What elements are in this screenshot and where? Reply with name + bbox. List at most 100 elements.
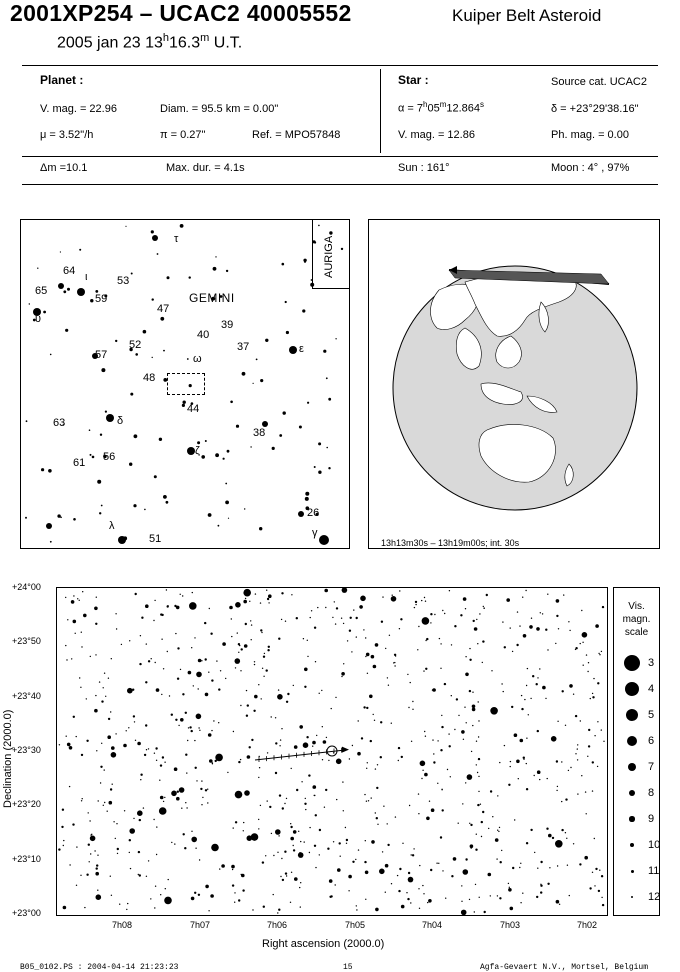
dec-tick-label: +23°40 (12, 691, 41, 701)
finder-star (281, 262, 285, 266)
chart-star (369, 739, 372, 743)
chart-star (357, 849, 360, 851)
chart-star (161, 693, 163, 696)
chart-star (76, 846, 78, 848)
chart-star (330, 707, 332, 710)
chart-star (366, 762, 368, 764)
chart-star (318, 854, 320, 856)
chart-star (566, 864, 569, 866)
chart-star (595, 624, 599, 628)
chart-star (207, 733, 212, 737)
finder-star (63, 290, 67, 294)
chart-star (116, 852, 119, 855)
chart-star (258, 767, 261, 769)
chart-star (503, 744, 506, 747)
chart-star (600, 650, 603, 653)
chart-star (520, 694, 523, 697)
chart-star (106, 810, 108, 812)
chart-star (470, 847, 472, 849)
chart-star (400, 755, 403, 759)
chart-star (470, 750, 473, 753)
finder-star (144, 508, 146, 511)
chart-star (487, 872, 492, 877)
chart-star (575, 647, 578, 650)
chart-star (238, 760, 241, 764)
chart-star (579, 720, 581, 722)
chart-star (575, 753, 577, 755)
chart-star (426, 816, 430, 821)
chart-star (299, 886, 301, 889)
chart-star (407, 871, 411, 875)
finder-star-label: 26 (307, 507, 320, 519)
chart-star (478, 775, 480, 778)
chart-star (235, 602, 241, 608)
finder-star (211, 296, 216, 301)
chart-star (81, 646, 83, 648)
chart-star (298, 830, 300, 832)
chart-star (310, 610, 313, 612)
chart-star (65, 735, 67, 737)
chart-star (133, 721, 136, 723)
chart-star (532, 675, 535, 678)
chart-star (363, 629, 365, 631)
chart-star (308, 851, 311, 854)
chart-star (246, 755, 251, 759)
chart-star (95, 622, 98, 625)
chart-star (341, 672, 345, 676)
chart-star (494, 838, 499, 842)
info-bottom-rule (22, 184, 658, 185)
chart-star (567, 769, 570, 772)
chart-star (227, 771, 229, 774)
chart-star (472, 724, 474, 727)
chart-star (409, 681, 411, 684)
chart-star (472, 691, 474, 693)
chart-star (516, 643, 519, 647)
chart-star (211, 729, 213, 732)
chart-star (440, 749, 443, 752)
chart-star (522, 756, 525, 759)
chart-star (365, 898, 367, 900)
chart-star (441, 714, 443, 717)
chart-star (329, 895, 332, 898)
chart-star (455, 698, 459, 701)
planet-heading: Planet : (40, 73, 84, 87)
chart-star (154, 661, 156, 664)
finder-star (219, 295, 223, 298)
chart-star (214, 759, 217, 763)
chart-star (242, 830, 244, 832)
dec-tick-label: +23°30 (12, 745, 41, 755)
chart-star (153, 818, 155, 821)
chart-star (197, 893, 201, 896)
chart-star (94, 606, 98, 611)
chart-star (210, 894, 214, 898)
chart-star (171, 841, 173, 844)
scale-dot (625, 682, 639, 696)
chart-star (585, 813, 587, 815)
chart-star (422, 884, 424, 887)
chart-star (413, 848, 415, 850)
chart-star (372, 664, 377, 669)
finder-star-label: 40 (197, 329, 210, 341)
finder-star-label: ε (299, 343, 304, 355)
chart-star (245, 689, 248, 692)
chart-star (281, 807, 284, 810)
chart-star (209, 759, 213, 763)
finder-star (215, 256, 217, 258)
chart-star (205, 884, 209, 889)
chart-star (480, 820, 483, 824)
chart-star (469, 844, 474, 848)
chart-star (72, 619, 77, 624)
scale-magnitude-label: 6 (648, 735, 655, 747)
chart-star (132, 715, 136, 718)
chart-star (103, 672, 106, 674)
chart-star (86, 739, 89, 742)
finder-star-label: ι (85, 271, 88, 283)
chart-star (509, 627, 511, 629)
finder-star (101, 368, 106, 373)
chart-star (65, 596, 67, 599)
scale-magnitude-label: 8 (648, 787, 655, 799)
chart-star (379, 756, 382, 759)
chart-star (210, 632, 213, 635)
chart-star (240, 873, 242, 876)
chart-star (292, 684, 294, 687)
